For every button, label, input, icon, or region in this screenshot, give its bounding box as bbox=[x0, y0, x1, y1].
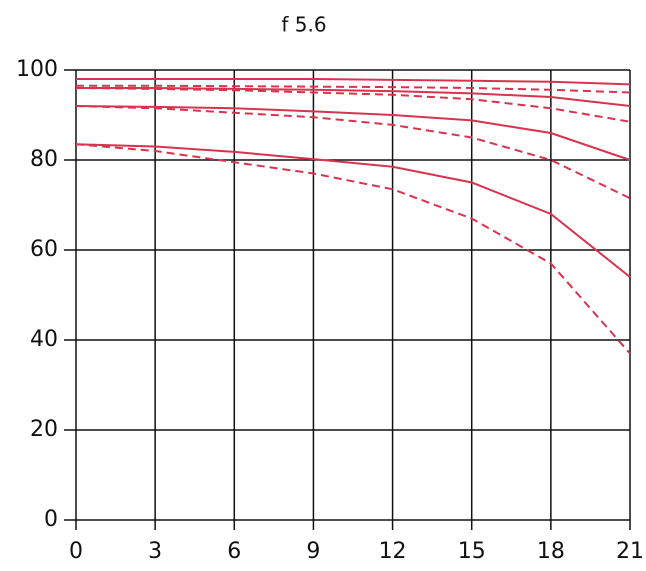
mtf-curve bbox=[76, 84, 631, 94]
mtf-curve bbox=[75, 143, 631, 278]
x-tick-label: 12 bbox=[379, 539, 407, 564]
mtf-curve bbox=[75, 105, 631, 200]
y-tick-label: 20 bbox=[30, 417, 58, 442]
x-tick-label: 3 bbox=[148, 539, 162, 564]
mtf-curve bbox=[75, 143, 631, 355]
x-tick-label: 9 bbox=[306, 539, 320, 564]
x-tick-label: 18 bbox=[537, 539, 565, 564]
x-tick-label: 15 bbox=[458, 539, 486, 564]
chart-title: f 5.6 bbox=[281, 13, 326, 37]
y-tick-label: 100 bbox=[16, 57, 58, 82]
y-tick-label: 40 bbox=[30, 327, 58, 352]
y-tick-label: 0 bbox=[44, 507, 58, 532]
y-tick-label: 60 bbox=[30, 237, 58, 262]
mtf-curve bbox=[75, 87, 631, 123]
y-tick-label: 80 bbox=[30, 147, 58, 172]
mtf-curve bbox=[75, 105, 631, 161]
x-tick-label: 21 bbox=[616, 539, 644, 564]
x-tick-label: 0 bbox=[69, 539, 83, 564]
x-tick-label: 6 bbox=[227, 539, 241, 564]
mtf-curve bbox=[76, 78, 631, 86]
